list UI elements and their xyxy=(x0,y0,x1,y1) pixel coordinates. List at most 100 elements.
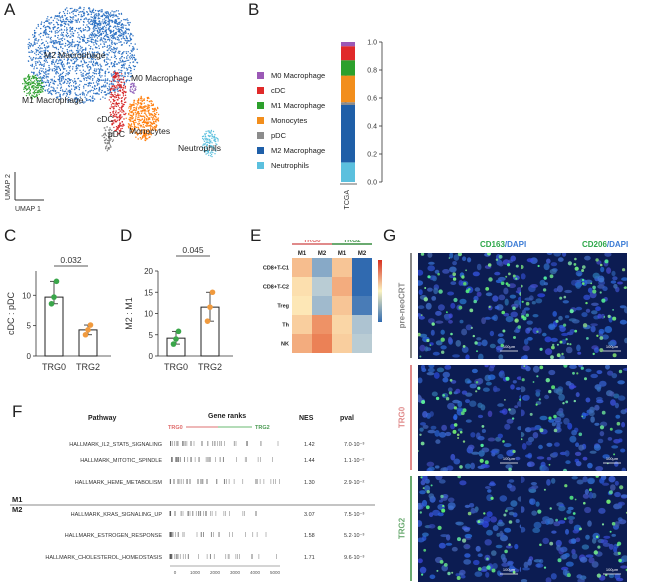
marker-signal xyxy=(568,261,572,265)
if-col1-suffix: /DAPI xyxy=(505,240,526,249)
marker-signal xyxy=(491,497,494,500)
umap-point xyxy=(58,63,59,64)
data-point xyxy=(171,341,177,347)
umap-point xyxy=(41,48,42,49)
gsea-nes: 1.30 xyxy=(304,480,315,486)
umap-point xyxy=(89,91,90,92)
marker-signal xyxy=(444,563,448,567)
marker-signal xyxy=(441,351,444,354)
umap-point xyxy=(63,32,64,33)
marker-signal xyxy=(526,314,529,317)
nucleus xyxy=(562,253,566,257)
nucleus xyxy=(510,384,515,389)
gsea-arrow-right-label: TRG2 xyxy=(255,425,270,431)
umap-point xyxy=(78,18,79,19)
umap-point xyxy=(108,54,109,55)
marker-signal xyxy=(461,275,464,278)
stacked-bar-segment xyxy=(341,42,355,46)
nucleus xyxy=(594,347,599,353)
umap-point xyxy=(54,47,55,48)
nucleus xyxy=(591,303,599,306)
umap-point xyxy=(106,25,107,26)
umap-point xyxy=(90,34,91,35)
nucleus xyxy=(482,340,488,347)
umap-point xyxy=(67,63,68,64)
umap-point xyxy=(133,61,134,62)
stacked-bar-segment xyxy=(341,46,355,60)
nucleus xyxy=(498,434,503,439)
legend-label: M2 Macrophage xyxy=(271,146,325,155)
heatmap-cell xyxy=(292,334,312,353)
umap-point xyxy=(79,70,80,71)
umap-point xyxy=(105,78,106,79)
umap-point xyxy=(66,18,67,19)
nucleus xyxy=(435,439,440,444)
umap-point xyxy=(106,29,107,30)
nucleus xyxy=(596,400,603,404)
heatmap-cell xyxy=(292,315,312,334)
nucleus xyxy=(611,271,615,276)
marker-signal xyxy=(608,315,611,318)
nucleus xyxy=(431,296,436,301)
umap-point xyxy=(84,62,85,63)
nucleus xyxy=(497,522,505,527)
umap-point xyxy=(110,50,111,51)
umap-point xyxy=(129,106,130,107)
umap-point xyxy=(147,104,148,105)
nucleus xyxy=(507,561,514,565)
umap-point xyxy=(99,48,100,49)
umap-plot: M2 Macrophage M1 Macrophage M0 Macrophag… xyxy=(0,0,250,215)
umap-point xyxy=(117,36,118,37)
umap-point xyxy=(143,99,144,100)
umap-point xyxy=(97,78,98,79)
nucleus xyxy=(571,430,577,436)
nucleus xyxy=(490,450,498,453)
umap-point xyxy=(47,62,48,63)
umap-point xyxy=(32,51,33,52)
umap-point xyxy=(104,41,105,42)
umap-point xyxy=(96,35,97,36)
umap-point xyxy=(106,62,107,63)
umap-point xyxy=(105,146,106,147)
umap-point xyxy=(56,60,57,61)
heatmap-row-label: Treg xyxy=(277,304,289,310)
umap-point xyxy=(152,105,153,106)
umap-point xyxy=(32,34,33,35)
umap-point xyxy=(94,23,95,24)
umap-point xyxy=(119,126,120,127)
umap-point xyxy=(97,83,98,84)
gsea-pathway-name: HALLMARK_KRAS_SIGNALING_UP xyxy=(71,512,163,518)
umap-point xyxy=(61,29,62,30)
umap-point xyxy=(64,29,65,30)
umap-point xyxy=(133,85,134,86)
umap-point xyxy=(106,126,107,127)
nucleus xyxy=(463,559,471,565)
umap-point xyxy=(113,31,114,32)
umap-point xyxy=(151,117,152,118)
umap-point xyxy=(122,92,123,93)
umap-point xyxy=(94,26,95,27)
umap-point xyxy=(115,32,116,33)
nucleus xyxy=(418,280,423,286)
nucleus xyxy=(509,479,515,482)
nucleus xyxy=(476,546,481,552)
marker-signal xyxy=(420,476,422,478)
umap-point xyxy=(92,23,93,24)
umap-point xyxy=(28,61,29,62)
umap-point xyxy=(74,10,75,11)
umap-point xyxy=(69,73,70,74)
gsea-pval: 7.0·10⁻³ xyxy=(344,442,364,448)
umap-point xyxy=(49,23,50,24)
umap-point xyxy=(55,31,56,32)
umap-axis-x-label: UMAP 1 xyxy=(15,206,41,213)
nucleus xyxy=(482,429,486,433)
nucleus xyxy=(497,403,504,407)
umap-point xyxy=(103,31,104,32)
umap-point xyxy=(124,57,125,58)
nucleus xyxy=(428,430,436,434)
umap-point xyxy=(24,87,25,88)
umap-point xyxy=(112,17,113,18)
umap-point xyxy=(51,31,52,32)
umap-point xyxy=(31,50,32,51)
umap-point xyxy=(40,68,41,69)
